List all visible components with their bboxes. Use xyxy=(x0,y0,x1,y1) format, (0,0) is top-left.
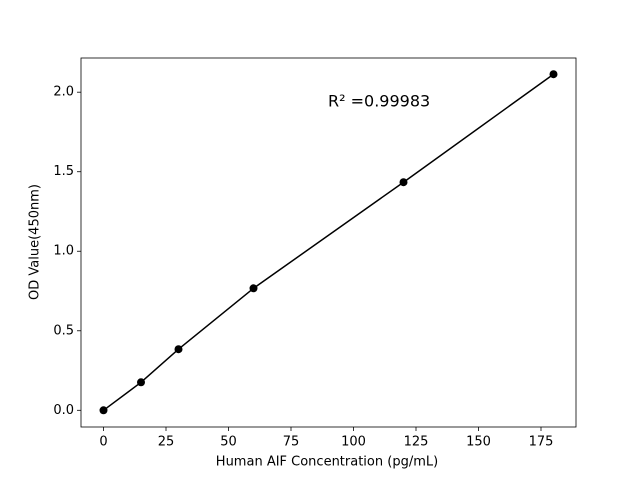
x-axis-label: Human AIF Concentration (pg/mL) xyxy=(216,455,438,470)
data-point xyxy=(399,178,408,187)
x-tick-label: 175 xyxy=(529,435,554,450)
plot-frame xyxy=(80,57,577,428)
y-tick-label: 0.5 xyxy=(53,323,74,338)
data-point xyxy=(174,345,183,354)
data-point xyxy=(249,284,258,293)
x-tick-label: 150 xyxy=(466,435,491,450)
x-tick-label: 125 xyxy=(404,435,429,450)
y-axis-label: OD Value(450nm) xyxy=(28,184,43,300)
x-tick-label: 75 xyxy=(283,435,300,450)
x-tick-label: 50 xyxy=(220,435,237,450)
data-point xyxy=(137,378,145,387)
series-line xyxy=(103,73,554,411)
annotation: R² =0.99983 xyxy=(328,92,430,111)
x-tick-label: 25 xyxy=(158,435,175,450)
y-tick-label: 1.5 xyxy=(53,164,74,179)
x-tick-label: 100 xyxy=(341,435,366,450)
y-tick-label: 0.0 xyxy=(53,403,74,418)
data-point xyxy=(549,70,558,79)
data-point xyxy=(99,406,108,415)
y-tick-label: 2.0 xyxy=(53,85,74,100)
x-tick-label: 0 xyxy=(99,435,107,450)
y-tick-label: 1.0 xyxy=(53,244,74,259)
